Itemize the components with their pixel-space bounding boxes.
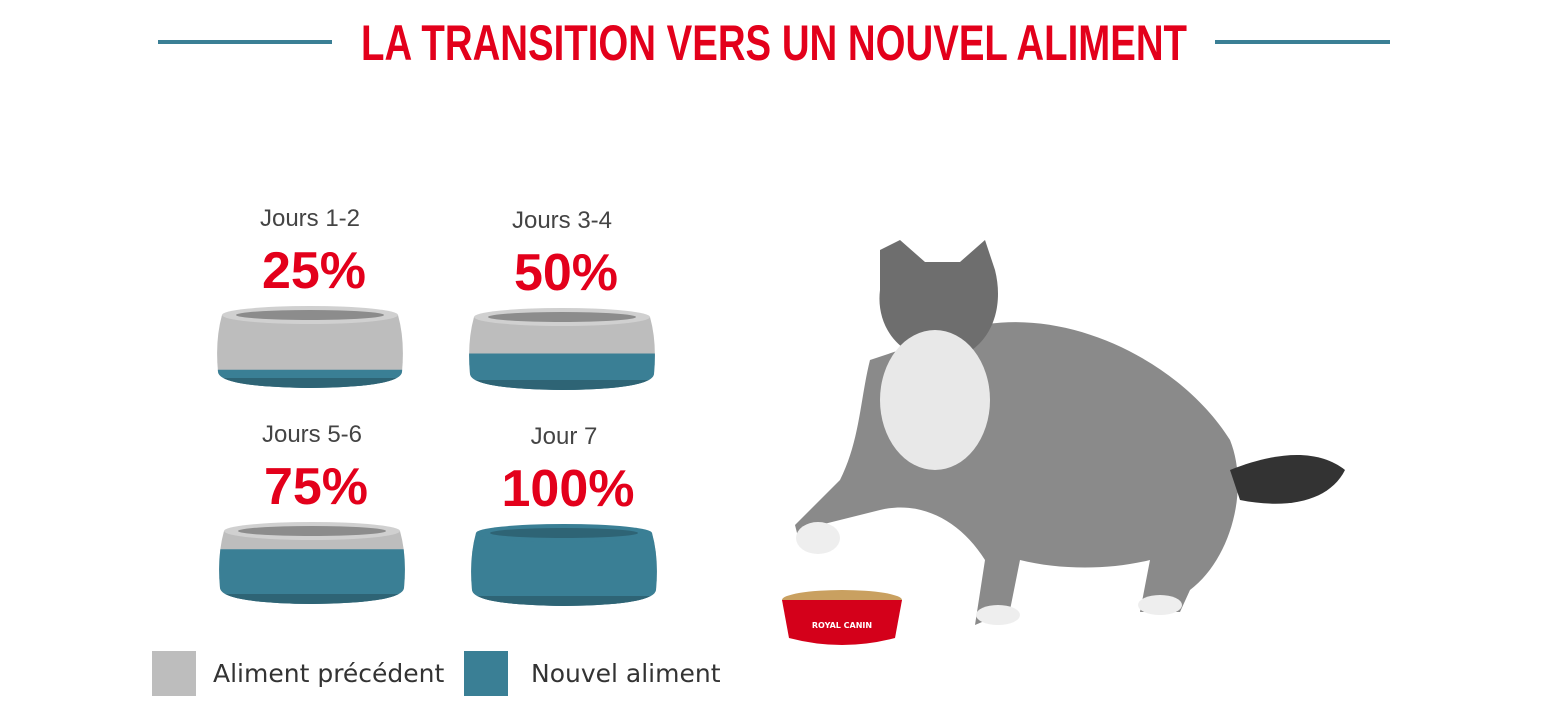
legend-label: Aliment précédent	[213, 659, 445, 688]
bowl-inner	[490, 528, 638, 538]
stage-label: Jours 1-2	[260, 205, 360, 232]
bowl-base	[469, 380, 655, 390]
stage-percent: 75%	[264, 458, 368, 516]
legend-swatch	[464, 651, 508, 696]
bowl-inner	[488, 312, 636, 322]
bowl-fill	[471, 533, 657, 606]
cat-photo: ROYAL CANIN	[782, 240, 1345, 645]
stage-label: Jours 5-6	[262, 421, 362, 448]
stage-label: Jour 7	[531, 423, 598, 450]
bowl-base	[217, 378, 403, 388]
bowl-base	[471, 596, 657, 606]
stage-percent: 100%	[502, 460, 635, 518]
legend-label: Nouvel aliment	[531, 659, 721, 688]
legend-swatch	[152, 651, 196, 696]
stage-percent: 25%	[262, 242, 366, 300]
bowl-brand: ROYAL CANIN	[812, 621, 872, 630]
stage-label: Jours 3-4	[512, 207, 612, 234]
bowl-inner	[236, 310, 384, 320]
bowl-inner	[238, 526, 386, 536]
title: LA TRANSITION VERS UN NOUVEL ALIMENT	[361, 15, 1187, 71]
bowl-base	[219, 594, 405, 604]
stage-percent: 50%	[514, 244, 618, 302]
